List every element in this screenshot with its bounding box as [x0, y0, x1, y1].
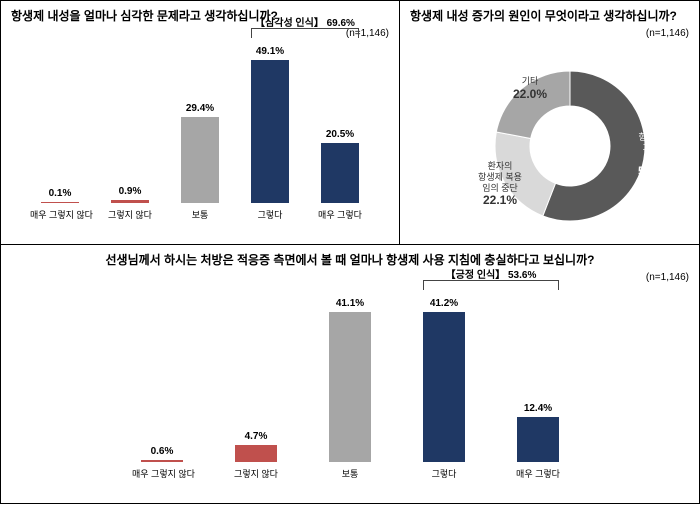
bracket: [251, 28, 359, 38]
donut-slice-label: 기타22.0%: [500, 76, 560, 101]
bar: 4.7%: [235, 445, 277, 462]
x-axis-label: 매우 그렇다: [508, 467, 568, 480]
x-axis-label: 매우 그렇지 않다: [132, 467, 192, 480]
donut-slice-label: 환자의항생제 복용임의 중단22.1%: [460, 161, 540, 208]
bar: 12.4%: [517, 417, 559, 462]
donut-slice-label: 의료용항생제의과도한처방55.9%: [625, 121, 685, 179]
sample-size: (n=1,146): [400, 28, 699, 41]
sample-size: (n=1,146): [1, 272, 699, 285]
bar: 20.5%: [321, 143, 359, 203]
bracket-label: 【긍정 인식】 53.6%: [446, 266, 537, 281]
bar: 41.1%: [329, 312, 371, 462]
bar-value-label: 49.1%: [251, 46, 289, 57]
bar: 41.2%: [423, 312, 465, 462]
panel-severity: 항생제 내성을 얼마나 심각한 문제라고 생각하십니까? (n=1,146) 0…: [0, 0, 400, 245]
bar-chart-compliance: 0.6% 매우 그렇지 않다 4.7% 그렇지 않다 41.1% 보통 41.2% 그렇다 12…: [100, 285, 600, 480]
bar: 0.6%: [141, 460, 183, 462]
bracket: [423, 280, 559, 290]
bar: 0.1%: [41, 202, 79, 203]
panel-compliance: 선생님께서 하시는 처방은 적응증 측면에서 볼 때 얼마나 항생제 사용 지침…: [0, 244, 700, 504]
x-axis-label: 그렇다: [414, 467, 474, 480]
x-axis-label: 보통: [170, 208, 230, 221]
panel-title: 항생제 내성 증가의 원인이 무엇이라고 생각하십니까?: [400, 1, 699, 28]
bar-value-label: 4.7%: [235, 431, 277, 442]
bar: 49.1%: [251, 60, 289, 203]
bar-value-label: 41.2%: [423, 298, 465, 309]
bar-value-label: 20.5%: [321, 129, 359, 140]
x-axis-label: 그렇지 않다: [100, 208, 160, 221]
bar-value-label: 41.1%: [329, 298, 371, 309]
x-axis-label: 보통: [320, 467, 380, 480]
panel-cause: 항생제 내성 증가의 원인이 무엇이라고 생각하십니까? (n=1,146) 의…: [399, 0, 700, 245]
bar-value-label: 0.9%: [111, 186, 149, 197]
bar-value-label: 0.1%: [41, 188, 79, 199]
top-row: 항생제 내성을 얼마나 심각한 문제라고 생각하십니까? (n=1,146) 0…: [0, 0, 700, 245]
x-axis-label: 그렇다: [240, 208, 300, 221]
bar: 0.9%: [111, 200, 149, 203]
bar-chart-severity: 0.1% 매우 그렇지 않다 0.9% 그렇지 않다 29.4% 보통 49.1% 그렇다 20…: [15, 41, 385, 221]
panel-title: 선생님께서 하시는 처방은 적응증 측면에서 볼 때 얼마나 항생제 사용 지침…: [1, 245, 699, 272]
bar-value-label: 0.6%: [141, 446, 183, 457]
bar: 29.4%: [181, 117, 219, 203]
donut-chart-cause: 의료용항생제의과도한처방55.9% 환자의항생제 복용임의 중단22.1% 기타22…: [400, 41, 700, 241]
dashboard: 항생제 내성을 얼마나 심각한 문제라고 생각하십니까? (n=1,146) 0…: [0, 0, 700, 505]
bar-value-label: 12.4%: [517, 403, 559, 414]
bar-value-label: 29.4%: [181, 103, 219, 114]
x-axis-label: 매우 그렇다: [310, 208, 370, 221]
bracket-label: 【심각성 인식】 69.6%: [255, 14, 355, 29]
x-axis-label: 매우 그렇지 않다: [30, 208, 90, 221]
x-axis-label: 그렇지 않다: [226, 467, 286, 480]
